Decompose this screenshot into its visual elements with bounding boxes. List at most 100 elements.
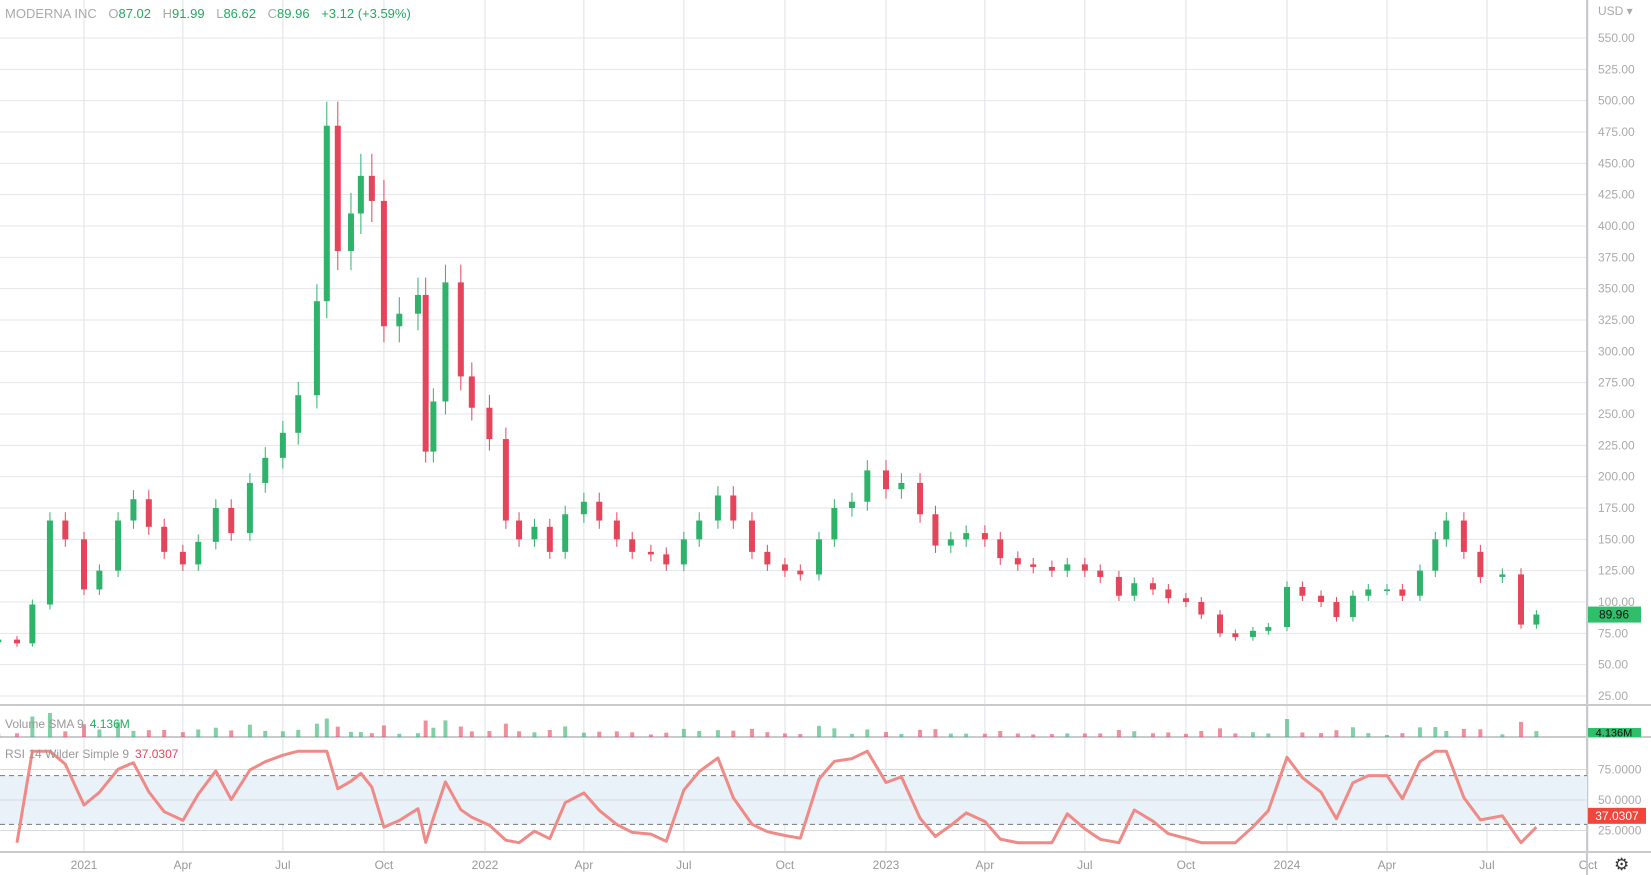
- candle-body: [0, 639, 2, 643]
- volume-bar: [348, 731, 353, 737]
- candle-body: [228, 508, 235, 534]
- candle-body: [932, 514, 939, 546]
- y-tick-label: 50.00: [1598, 658, 1628, 672]
- candle-body: [195, 541, 202, 565]
- candle-body: [1499, 574, 1506, 577]
- candle-body: [797, 570, 804, 575]
- candle-body: [1318, 595, 1325, 602]
- volume-last-value: 4.136M: [1596, 728, 1633, 740]
- candle-body: [246, 482, 253, 534]
- volume-bar: [697, 731, 702, 737]
- x-tick-label: Oct: [1579, 858, 1598, 872]
- x-tick-label: 2022: [472, 858, 499, 872]
- candle-body: [368, 175, 375, 201]
- volume-bar: [30, 716, 35, 737]
- candle-body: [1149, 583, 1156, 590]
- y-tick-label: 500.00: [1598, 94, 1635, 108]
- volume-bar: [116, 722, 121, 737]
- volume-bar: [547, 730, 552, 737]
- volume-bar: [1285, 719, 1289, 737]
- candle-body: [115, 520, 122, 571]
- candle-body: [130, 499, 137, 521]
- rsi-legend[interactable]: RSI 14 Wilder Simple 9 37.0307: [5, 747, 178, 761]
- y-tick-label: 375.00: [1598, 250, 1635, 264]
- rsi-tick-label: 75.0000: [1598, 763, 1642, 777]
- volume-bar: [731, 730, 736, 737]
- x-tick-label: Oct: [1177, 858, 1196, 872]
- volume-bar: [1116, 730, 1121, 737]
- candle-body: [295, 395, 302, 433]
- volume-bar: [443, 720, 448, 737]
- volume-bar: [630, 732, 635, 737]
- candle-body: [1533, 614, 1540, 625]
- volume-bar: [369, 733, 374, 737]
- candle-body: [831, 508, 838, 540]
- x-tick-label: Oct: [776, 858, 795, 872]
- volume-bar: [865, 729, 870, 737]
- volume-bar: [280, 731, 285, 737]
- candle-body: [748, 520, 755, 552]
- volume-bar: [213, 727, 218, 737]
- volume-bar: [681, 728, 686, 737]
- candle-body: [380, 200, 387, 327]
- candle-body: [1349, 595, 1356, 618]
- volume-bar: [1082, 733, 1087, 737]
- y-tick-label: 225.00: [1598, 438, 1635, 452]
- candle-body: [898, 482, 905, 490]
- y-tick-label: 350.00: [1598, 282, 1635, 296]
- volume-bar: [765, 732, 770, 737]
- high-label: H: [162, 6, 173, 21]
- candle-body: [1518, 574, 1525, 625]
- y-tick-label: 100.00: [1598, 595, 1635, 609]
- candle-body: [262, 457, 269, 483]
- y-tick-label: 525.00: [1598, 62, 1635, 76]
- volume-bar: [324, 718, 329, 737]
- volume-bar: [1250, 732, 1255, 737]
- candle-body: [468, 376, 475, 408]
- close-value: 89.96: [277, 6, 310, 21]
- candle-body: [981, 533, 988, 540]
- candle-body: [764, 551, 771, 565]
- low-label: L: [216, 6, 224, 21]
- candle-body: [313, 301, 320, 396]
- volume-bar: [982, 733, 987, 737]
- volume-bar: [832, 728, 837, 737]
- candle-body: [334, 125, 341, 252]
- volume-bar: [415, 733, 420, 737]
- volume-bar: [1384, 735, 1389, 737]
- candle-body: [1232, 633, 1239, 638]
- candle-body: [947, 539, 954, 546]
- volume-bar: [1500, 734, 1505, 737]
- volume-bar: [296, 729, 301, 737]
- gear-icon[interactable]: ⚙: [1614, 855, 1630, 874]
- volume-bar: [146, 730, 151, 737]
- volume-bar: [1015, 733, 1020, 737]
- y-tick-label: 125.00: [1598, 564, 1635, 578]
- candle-body: [531, 526, 538, 540]
- volume-bar: [715, 730, 720, 737]
- candle-body: [1416, 570, 1423, 596]
- volume-legend[interactable]: Volume SMA 9 4.136M: [5, 717, 130, 731]
- candle-body: [997, 539, 1004, 559]
- last-price-badge: [1588, 606, 1641, 623]
- candle-body: [357, 175, 364, 214]
- candle-body: [663, 554, 670, 565]
- volume-bar: [1065, 733, 1070, 737]
- volume-bar: [358, 732, 363, 737]
- y-tick-label: 275.00: [1598, 376, 1635, 390]
- open-value: 87.02: [118, 6, 152, 21]
- volume-bar: [1098, 733, 1103, 737]
- y-tick-label: 250.00: [1598, 407, 1635, 421]
- volume-bar: [82, 724, 86, 737]
- volume-bar: [1478, 729, 1483, 737]
- volume-bar: [431, 727, 436, 737]
- volume-bar: [131, 730, 136, 737]
- y-tick-label: 75.00: [1598, 626, 1628, 640]
- volume-bar: [335, 726, 340, 737]
- volume-bar: [664, 732, 669, 737]
- candle-body: [1115, 576, 1122, 596]
- candle-body: [13, 639, 20, 644]
- candle-body: [1443, 520, 1450, 540]
- candle-body: [1265, 627, 1272, 631]
